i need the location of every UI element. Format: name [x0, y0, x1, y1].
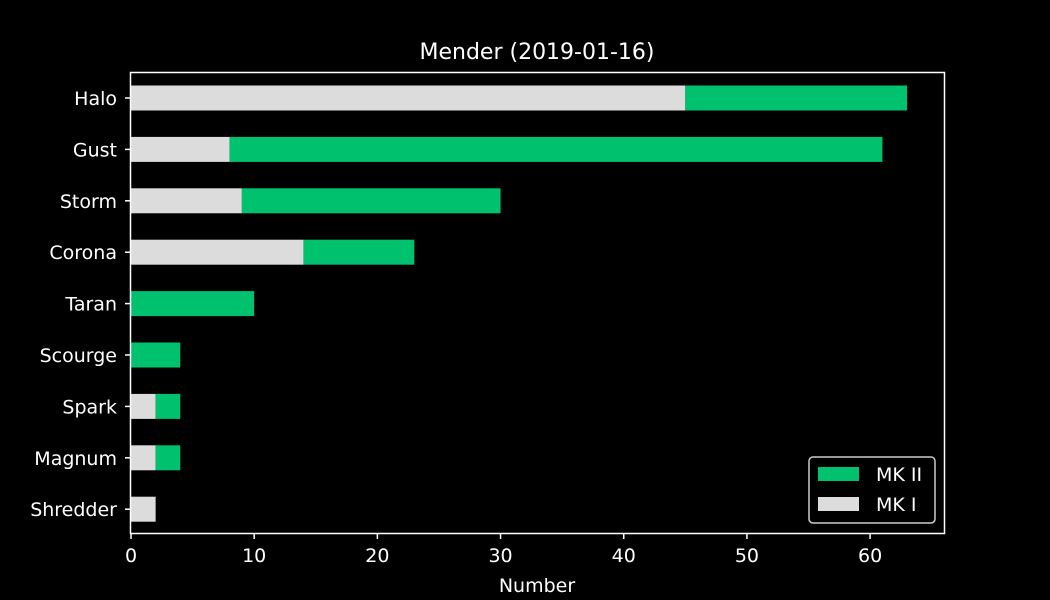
y-tick-label: Magnum: [34, 448, 117, 470]
plot-frame: [129, 71, 946, 535]
y-tick-label: Taran: [64, 294, 117, 316]
bar-magnum-mk-i: [131, 445, 156, 471]
bar-corona-mk-i: [131, 239, 304, 265]
x-axis-title: Number: [499, 575, 576, 597]
y-tick-label: Gust: [73, 139, 117, 161]
bar-gust-mk-ii: [229, 136, 883, 162]
x-tick-label: 0: [125, 545, 137, 567]
x-tick-label: 60: [858, 545, 882, 567]
bar-scourge-mk-ii: [131, 342, 181, 368]
bar-magnum-mk-ii: [155, 445, 181, 471]
y-tick-label: Halo: [74, 88, 117, 110]
bar-halo-mk-ii: [685, 85, 908, 111]
legend-label-mk-i: MK I: [876, 494, 917, 516]
bar-taran-mk-ii: [131, 291, 255, 317]
y-tick-label: Storm: [60, 191, 117, 213]
bar-storm-mk-i: [131, 188, 242, 214]
bar-gust-mk-i: [131, 136, 230, 162]
legend-swatch-mk-i: [818, 497, 859, 511]
legend: MK II MK I: [808, 456, 936, 524]
bar-corona-mk-ii: [303, 239, 415, 265]
bar-shredder-mk-i: [131, 496, 156, 522]
x-tick-label: 40: [612, 545, 636, 567]
x-axis-ticks: 0 10 20 30 40 50 60: [125, 533, 882, 567]
x-tick-label: 30: [488, 545, 512, 567]
legend-swatch-mk-ii: [818, 467, 859, 481]
y-tick-label: Shredder: [30, 499, 117, 521]
x-tick-label: 10: [242, 545, 266, 567]
x-tick-label: 50: [735, 545, 759, 567]
y-tick-label: Scourge: [40, 345, 117, 367]
bars-layer: [131, 85, 908, 522]
y-tick-label: Spark: [62, 396, 117, 418]
y-tick-label: Corona: [49, 242, 117, 264]
legend-label-mk-ii: MK II: [876, 464, 922, 486]
bar-spark-mk-ii: [155, 393, 181, 419]
bar-spark-mk-i: [131, 393, 156, 419]
bar-storm-mk-ii: [241, 188, 501, 214]
bar-halo-mk-i: [131, 85, 686, 111]
x-tick-label: 20: [365, 545, 389, 567]
chart-title: Mender (2019-01-16): [419, 40, 654, 65]
y-axis-ticks: Halo Gust Storm Corona Taran Scourge Spark Magn…: [30, 88, 131, 521]
